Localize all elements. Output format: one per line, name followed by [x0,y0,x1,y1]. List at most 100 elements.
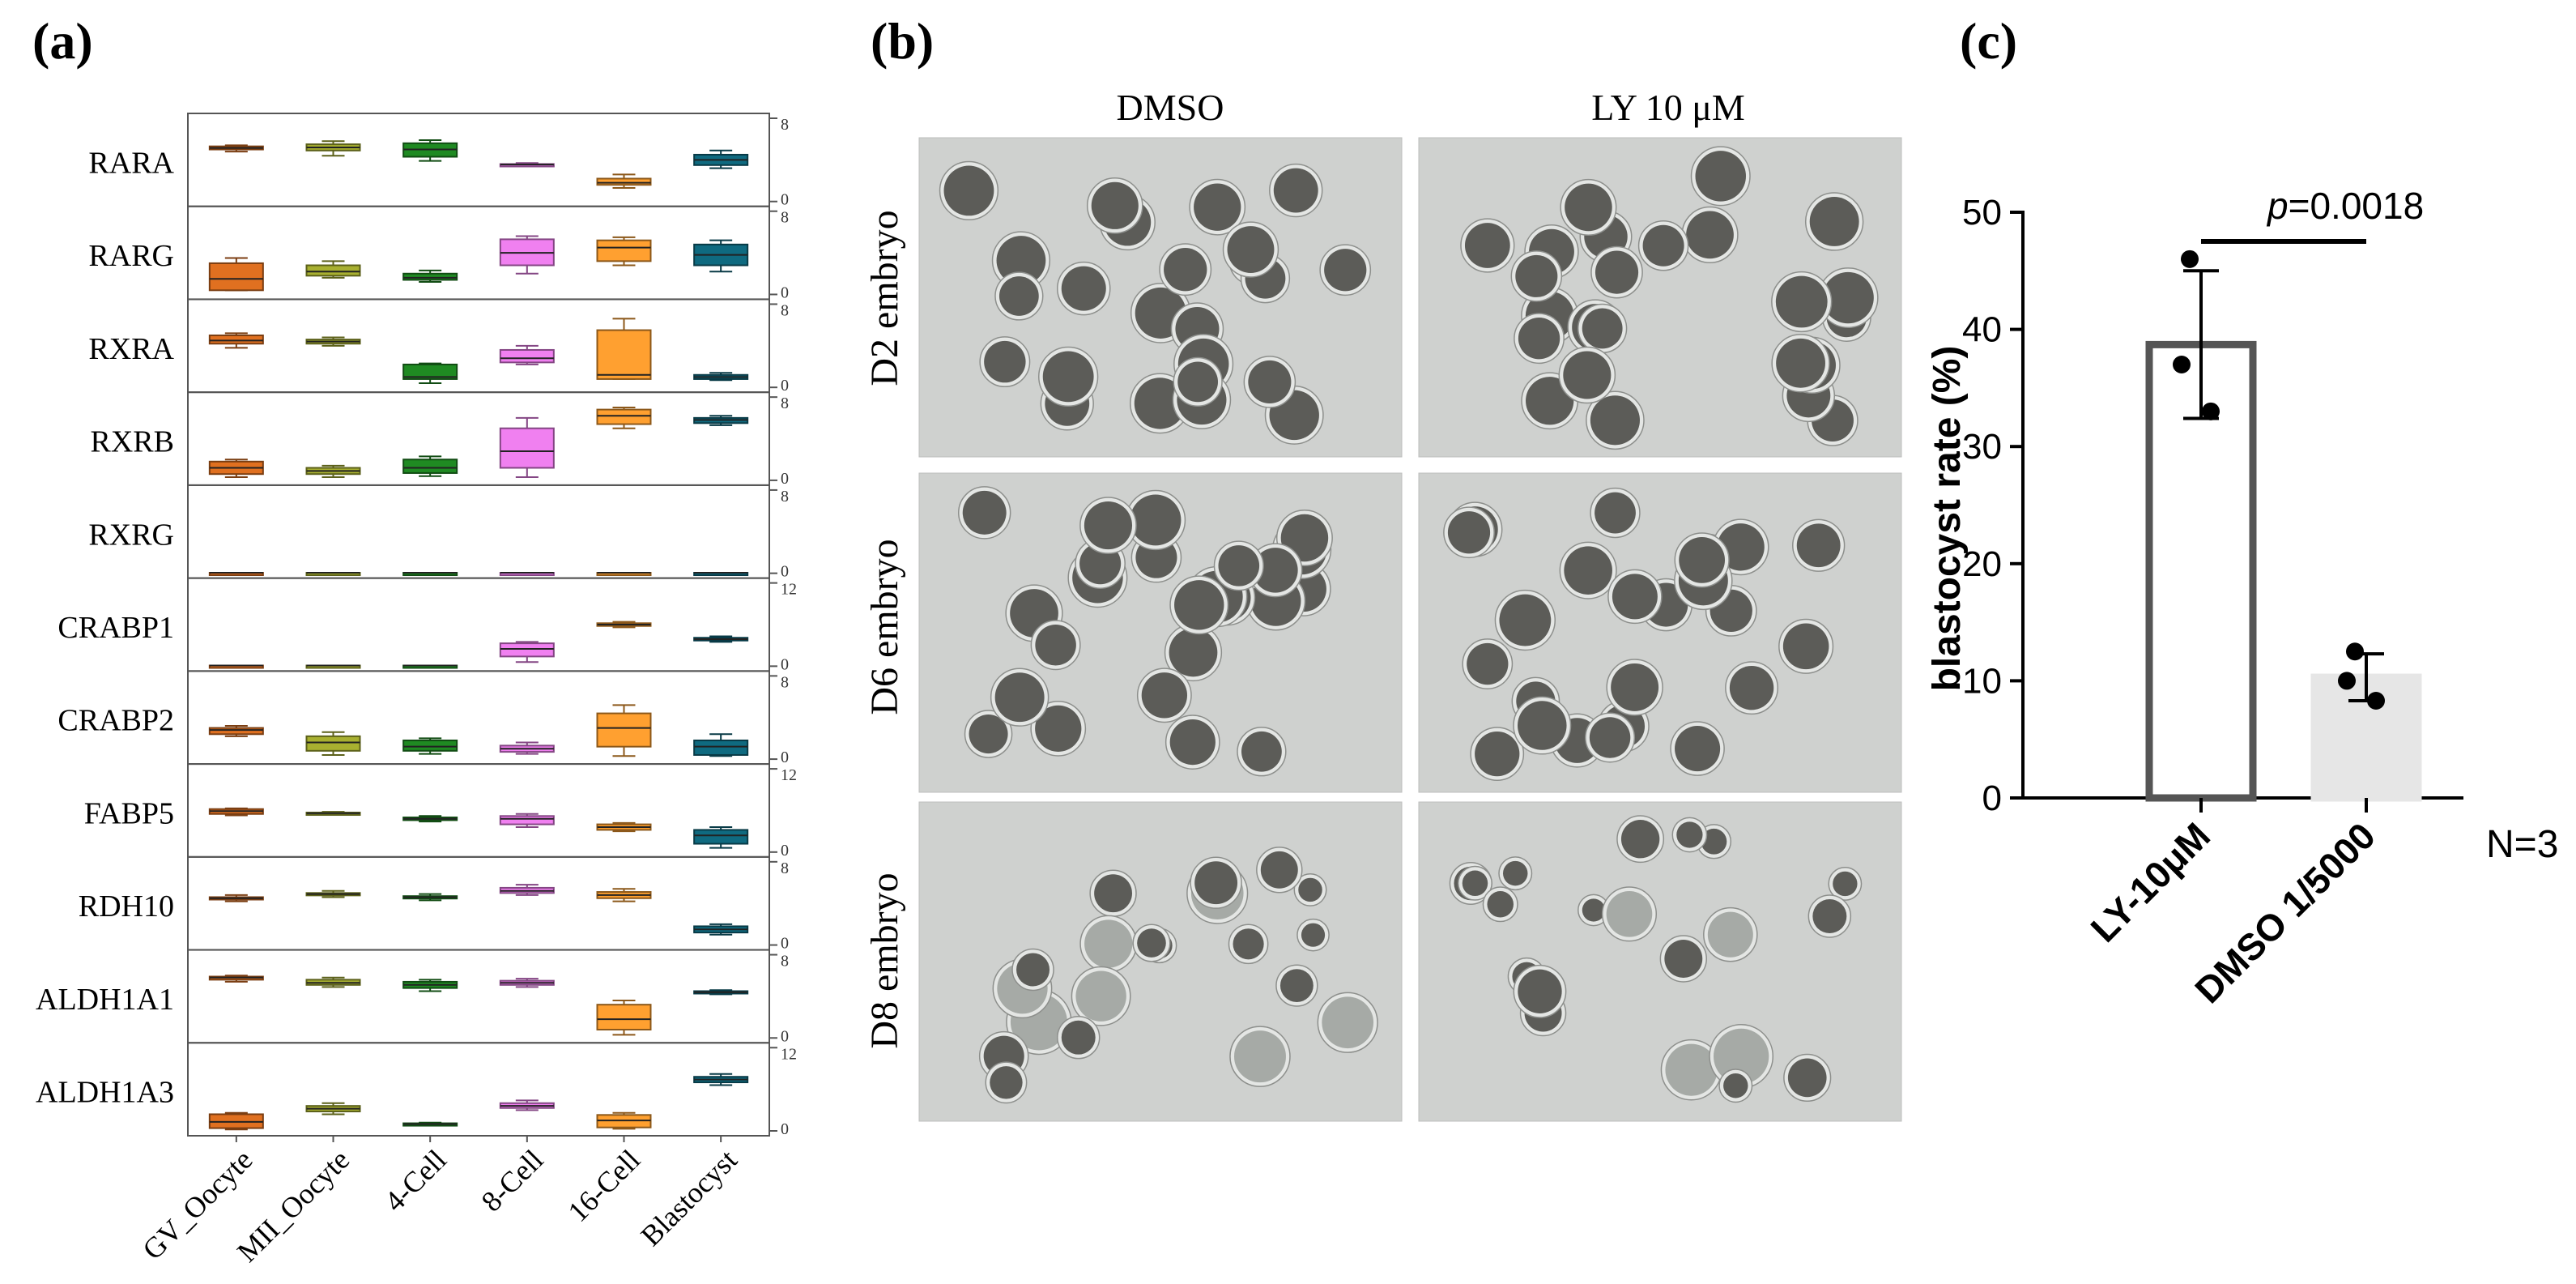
embryo-interior [1241,731,1282,772]
embryo-interior [1084,919,1133,968]
y-tick-label: 50 [1962,193,2002,232]
embryo-interior [1796,523,1841,568]
embryo-interior [1776,338,1825,388]
box-16-cell [596,408,652,425]
embryo-interior [1642,224,1684,267]
row-label-d6: D6 embryo [863,539,906,715]
embryo-interior [1248,360,1292,403]
panel-b-micrographs: DMSO LY 10 μM D2 embryo D6 embryo D8 emb… [863,87,1902,1122]
embryo-interior [1464,223,1510,268]
box-blastocyst [693,829,749,845]
box-8-cell [499,815,555,825]
box-gv-oocyte [208,334,264,345]
embryo-interior [1233,928,1264,960]
embryo-interior [998,276,1039,316]
embryo-interior [1324,249,1367,292]
axis-min-label: 0 [781,284,789,301]
embryo-interior [1091,181,1139,229]
micrograph-d6-ly [1418,472,1902,793]
embryo-interior [1606,890,1653,937]
p-value-number: =0.0018 [2289,185,2425,227]
box-16-cell [596,239,652,262]
box-16-cell [596,1004,652,1030]
box-4-cell [402,272,458,281]
embryo-interior [1016,953,1050,987]
embryo-interior [1582,308,1623,349]
axis-max-label: 8 [781,488,789,505]
embryo-interior [1141,672,1188,719]
box-mii-oocyte [305,264,361,277]
axis-min-label: 0 [781,1027,789,1045]
embryo-interior [1595,250,1639,294]
micrograph-d6-dmso [918,472,1403,793]
embryo-interior [1611,663,1659,711]
row-label-d8: D8 embryo [863,872,906,1048]
embryo-interior [1686,211,1734,259]
axis-min-label: 0 [781,563,789,581]
box-8-cell [499,642,555,658]
embryo-interior [1675,726,1721,772]
embryo-interior [1164,248,1207,292]
axis-min-label: 0 [781,1120,789,1138]
embryo-interior [1503,860,1528,886]
embryo-interior [1518,969,1562,1013]
panel-c-bar-chart: blastocyst rate (%) p=0.0018 N=3 0 10 20 30… [1926,185,2558,1011]
gene-label: FABP5 [84,796,174,830]
embryo-interior [1260,851,1298,889]
embryo-interior [1713,1028,1769,1085]
embryo-interior [1589,717,1631,758]
embryo-interior [1701,828,1727,855]
gene-label: RARG [88,239,174,273]
embryo-interior [1447,511,1491,554]
embryo-interior [1695,151,1747,202]
embryo-interior [1729,665,1774,710]
embryo-interior [1301,923,1326,947]
embryo-interior [1462,870,1488,897]
axis-min-label: 0 [781,935,789,953]
embryo-interior [1233,1030,1286,1083]
embryo-interior [1665,1043,1718,1096]
gene-label: RXRA [88,332,174,366]
box-blastocyst [693,739,749,756]
embryo-interior [1475,731,1520,777]
embryo-interior [1467,642,1509,685]
embryo-interior [1499,594,1552,646]
micrograph-d8-ly [1418,801,1902,1122]
embryo-interior [1194,861,1238,905]
embryo-interior [1322,996,1374,1049]
box-4-cell [402,363,458,380]
embryo-interior [1075,970,1126,1022]
data-point [2181,250,2199,268]
box-16-cell [596,712,652,748]
row-label-d2: D2 embryo [863,210,906,386]
embryo-interior [990,1066,1023,1099]
embryo-interior [1194,183,1241,231]
axis-max-label: 12 [781,1045,797,1063]
column-label-ly: LY 10 μM [1591,87,1745,128]
box-mii-oocyte [305,735,361,752]
axis-max-label: 8 [781,953,789,970]
micrograph-d8-dmso [918,801,1403,1122]
embryo-interior [1563,351,1612,399]
data-point [2338,672,2356,690]
embryo-interior [1676,821,1703,848]
embryo-interior [1035,705,1082,752]
embryo-interior [1782,623,1829,670]
box-8-cell [499,348,555,364]
micrograph-d2-dmso [918,137,1403,458]
embryo-interior [1227,226,1275,273]
axis-max-label: 8 [781,860,789,877]
data-point [2202,402,2220,420]
embryo-interior [962,490,1007,535]
box-gv-oocyte [208,727,264,736]
embryo-interior [1707,911,1753,958]
p-value-annotation: p=0.0018 [2266,185,2424,227]
embryo-interior [1218,545,1260,587]
embryo-interior [1564,546,1612,595]
embryo-interior [1812,898,1847,933]
embryo-interior [1809,197,1859,246]
gene-label: CRABP2 [57,704,174,738]
embryo-interior [1042,351,1094,403]
embryo-interior [1565,183,1612,232]
